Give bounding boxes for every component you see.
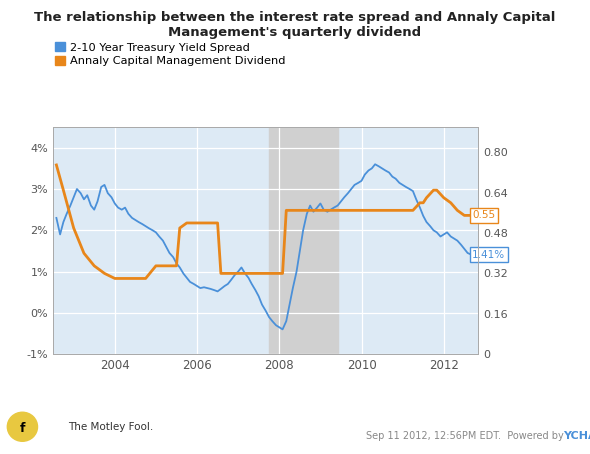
Legend: 2-10 Year Treasury Yield Spread, Annaly Capital Management Dividend: 2-10 Year Treasury Yield Spread, Annaly … — [50, 38, 290, 71]
Text: YCHARTS: YCHARTS — [563, 431, 590, 441]
Circle shape — [7, 412, 38, 441]
Text: 1.41%: 1.41% — [472, 250, 505, 260]
Text: The relationship between the interest rate spread and Annaly Capital
Management': The relationship between the interest ra… — [34, 11, 556, 39]
Text: Sep 11 2012, 12:56PM EDT.  Powered by: Sep 11 2012, 12:56PM EDT. Powered by — [366, 431, 566, 441]
Text: 0.55: 0.55 — [472, 210, 495, 220]
Text: The Motley Fool.: The Motley Fool. — [68, 422, 153, 432]
Bar — [269, 127, 337, 354]
Text: f: f — [19, 422, 25, 434]
